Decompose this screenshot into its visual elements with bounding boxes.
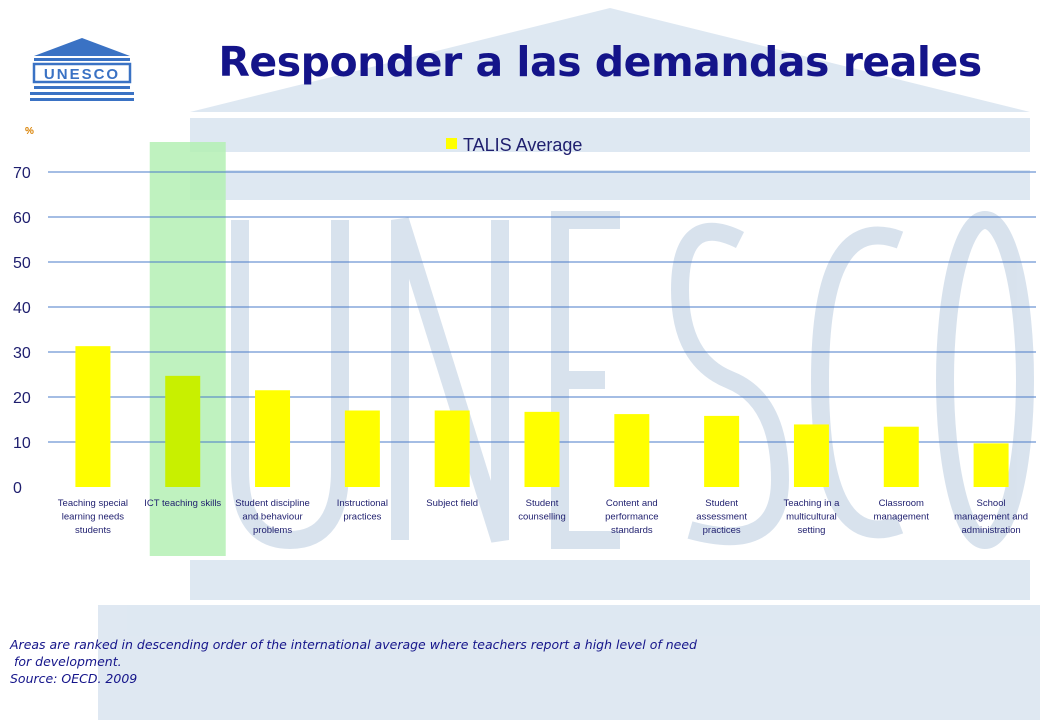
bar (883, 426, 919, 487)
bar (344, 410, 380, 487)
footnote-line-2: for development. (14, 654, 122, 669)
y-tick-label: 40 (13, 300, 31, 317)
y-axis-unit-label: % (25, 126, 34, 137)
bar (524, 411, 560, 487)
x-tick-label: Teaching in a multicultural setting (783, 498, 840, 536)
y-tick-label: 50 (13, 255, 31, 272)
x-tick-label: School management and administration (954, 498, 1028, 536)
y-tick-label: 20 (13, 390, 31, 407)
y-tick-label: 60 (13, 210, 31, 227)
bar (165, 375, 201, 487)
x-tick-label: Classroom management (874, 498, 930, 523)
x-tick-label: Content and performance standards (605, 498, 658, 536)
x-tick-label: Teaching special learning needs students (58, 498, 128, 536)
logo-text: UNESCO (44, 66, 120, 83)
unesco-logo: UNESCO (30, 38, 134, 101)
bar (434, 410, 470, 487)
bar (255, 390, 291, 487)
x-tick-label: Subject field (426, 498, 478, 509)
bar (704, 415, 740, 487)
x-tick-label: Instructional practices (337, 498, 388, 523)
bar (973, 443, 1009, 487)
y-tick-label: 0 (13, 480, 22, 497)
legend-swatch (446, 138, 457, 149)
x-tick-label: ICT teaching skills (144, 498, 221, 509)
y-tick-label: 30 (13, 345, 31, 362)
x-tick-label: Student discipline and behaviour problems (235, 498, 309, 536)
x-tick-label: Student counselling (518, 498, 566, 523)
legend-label: TALIS Average (463, 135, 582, 155)
x-tick-label: Student assessment practices (696, 498, 747, 536)
bar (614, 414, 650, 487)
bar (793, 424, 829, 487)
slide-title: Responder a las demandas reales (218, 38, 982, 86)
source-note: Source: OECD. 2009 (10, 671, 138, 686)
footnote-line-1: Areas are ranked in descending order of … (10, 637, 697, 652)
y-tick-label: 10 (13, 435, 31, 452)
highlight-band-ict (149, 142, 226, 556)
bar (75, 346, 111, 487)
y-tick-label: 70 (13, 165, 31, 182)
footnote: Areas are ranked in descending order of … (10, 636, 790, 687)
